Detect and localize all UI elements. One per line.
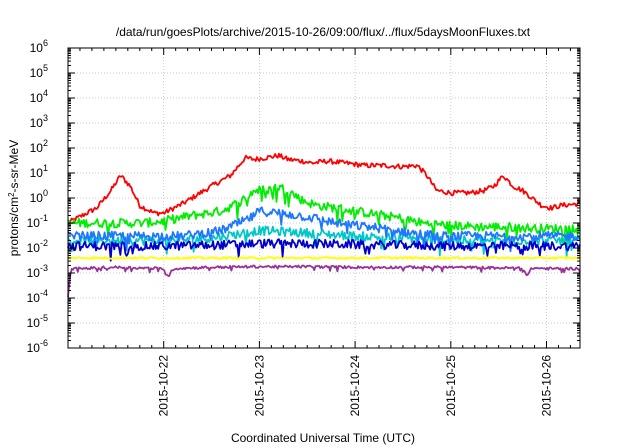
y-axis-label-part: protons/cm: [7, 197, 21, 256]
y-tick-base: 10: [27, 341, 41, 355]
y-tick-base: 10: [27, 216, 41, 230]
y-tick-base: 10: [30, 66, 44, 80]
y-tick-base: 10: [30, 166, 44, 180]
y-tick-label: 104: [30, 88, 48, 105]
y-tick-base: 10: [30, 191, 44, 205]
y-tick-base: 10: [27, 266, 41, 280]
y-tick-exponent: 6: [43, 38, 48, 48]
y-axis-label-part: -s-sr-MeV: [7, 140, 21, 193]
series-line: [67, 206, 581, 253]
x-axis-label: Coordinated Universal Time (UTC): [231, 431, 415, 445]
series-line: [67, 183, 581, 245]
y-tick-label: 100: [30, 188, 48, 205]
y-tick-base: 10: [30, 116, 44, 130]
x-tick-label: 2015-10-26: [540, 355, 554, 417]
y-tick-base: 10: [27, 291, 41, 305]
chart-grid: [68, 48, 580, 348]
series-line: [67, 264, 581, 298]
series-line: [67, 238, 581, 262]
y-axis-ticks: 10-610-510-410-310-210-11001011021031041…: [27, 38, 580, 355]
x-tick-label: 2015-10-24: [348, 355, 362, 417]
y-tick-exponent: -5: [40, 313, 48, 323]
y-tick-exponent: -2: [40, 238, 48, 248]
series-line: [67, 225, 581, 258]
y-tick-label: 10-3: [27, 263, 48, 280]
y-tick-base: 10: [30, 91, 44, 105]
x-tick-label: 2015-10-25: [444, 355, 458, 417]
y-tick-exponent: -3: [40, 263, 48, 273]
x-tick-label: 2015-10-22: [157, 355, 171, 417]
y-tick-exponent: 1: [43, 163, 48, 173]
series-line: [67, 152, 581, 225]
y-tick-label: 105: [30, 63, 48, 80]
y-tick-exponent: 3: [43, 113, 48, 123]
series-line: [68, 255, 581, 260]
y-tick-exponent: -4: [40, 288, 48, 298]
y-tick-label: 102: [30, 138, 48, 155]
y-axis-label: protons/cm2-s-sr-MeV: [7, 140, 21, 256]
y-tick-base: 10: [27, 316, 41, 330]
y-tick-base: 10: [30, 41, 44, 55]
y-tick-base: 10: [30, 141, 44, 155]
y-tick-exponent: 4: [43, 88, 48, 98]
y-tick-label: 10-4: [27, 288, 48, 305]
y-tick-exponent: -6: [40, 338, 48, 348]
y-tick-exponent: -1: [40, 213, 48, 223]
y-tick-exponent: 5: [43, 63, 48, 73]
y-tick-exponent: 0: [43, 188, 48, 198]
y-axis-label-superscript: 2: [7, 192, 16, 197]
y-tick-label: 101: [30, 163, 48, 180]
y-tick-label: 106: [30, 38, 48, 55]
y-tick-label: 10-1: [27, 213, 48, 230]
chart-series: [67, 152, 581, 298]
x-tick-label: 2015-10-23: [252, 355, 266, 417]
y-tick-base: 10: [27, 241, 41, 255]
y-tick-label: 10-5: [27, 313, 48, 330]
y-tick-label: 10-2: [27, 238, 48, 255]
y-tick-exponent: 2: [43, 138, 48, 148]
y-tick-label: 103: [30, 113, 48, 130]
chart-title: /data/run/goesPlots/archive/2015-10-26/0…: [116, 25, 531, 39]
x-axis-ticks: 2015-10-22 2015-10-23 2015-10-24 2015-10-25…: [79, 48, 571, 417]
y-tick-label: 10-6: [27, 338, 48, 355]
